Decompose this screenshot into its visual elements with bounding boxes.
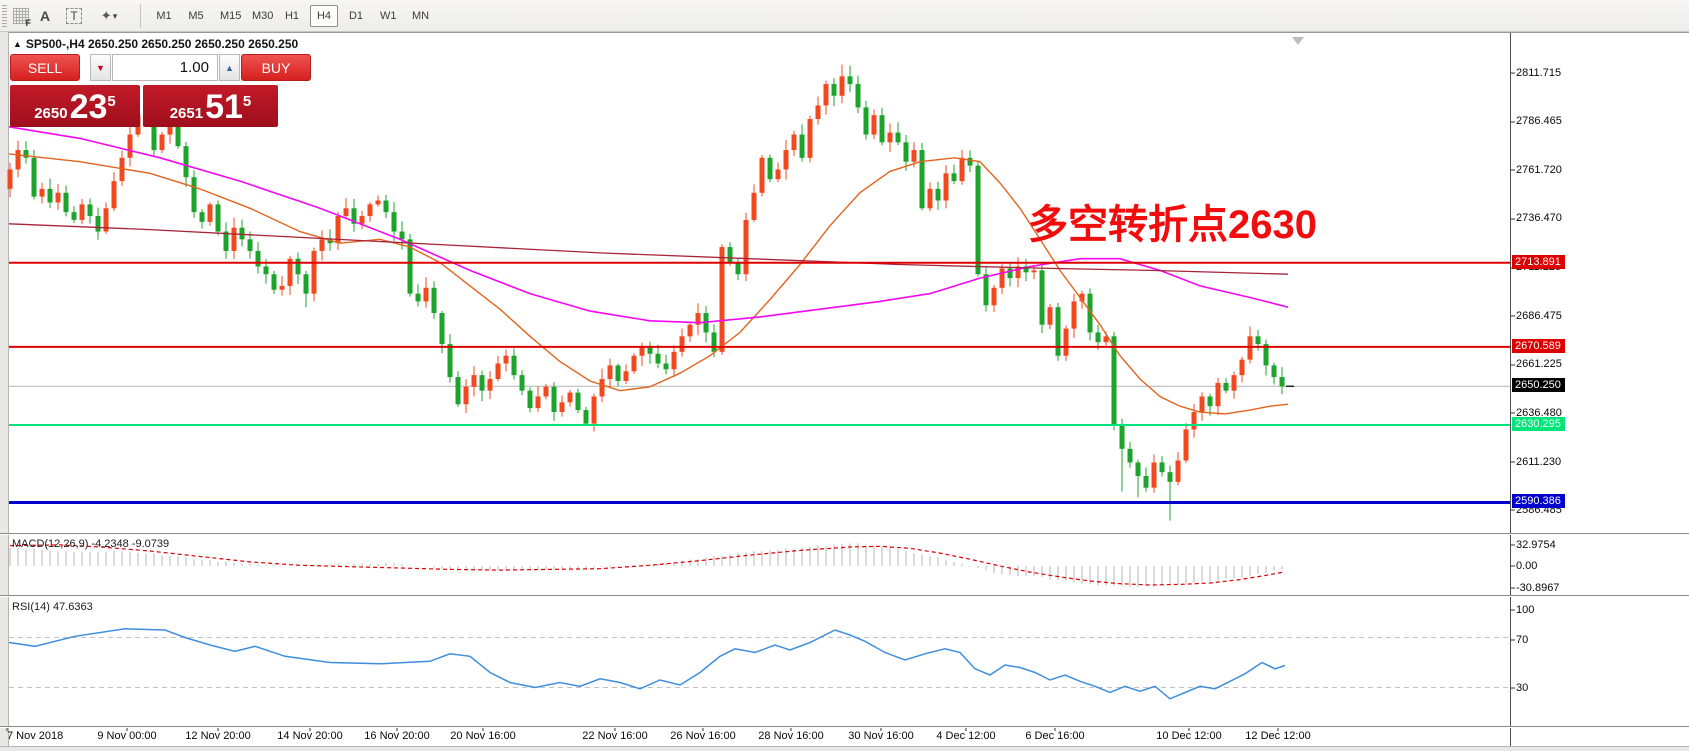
- rsi-indicator-label: RSI(14) 47.6363: [12, 601, 93, 613]
- window-left-border: [0, 32, 9, 751]
- toolbar: F A T ✦ ▾ M1 M5 M15 M30 H1 H4 D1 W1 MN: [0, 0, 1689, 32]
- buy-button[interactable]: BUY: [241, 54, 311, 81]
- chevron-down-icon: ▾: [112, 10, 118, 21]
- buy-price-display[interactable]: 2651 51 5: [143, 85, 278, 127]
- current-price-badge: 2650.250: [1512, 378, 1565, 393]
- volume-increase-button[interactable]: ▲: [219, 54, 240, 81]
- time-axis-label[interactable]: 26 Nov 16:00: [670, 730, 736, 742]
- text-label-icon[interactable]: T: [62, 4, 86, 28]
- time-axis-label[interactable]: 12 Nov 20:00: [185, 730, 251, 742]
- chart-border-top: [9, 32, 1689, 33]
- price-axis-line: [1510, 33, 1511, 746]
- toolbar-separator: [140, 4, 141, 28]
- time-axis-label[interactable]: 9 Nov 00:00: [97, 730, 157, 742]
- macd-panel-separator[interactable]: [0, 533, 1689, 535]
- macd-axis-label: 32.9754: [1516, 538, 1556, 551]
- price-line-badge: 2590.386: [1512, 494, 1565, 509]
- price-tick-label: 2636.480: [1516, 406, 1562, 419]
- volume-input[interactable]: 1.00: [112, 54, 218, 81]
- time-axis-label[interactable]: 12 Dec 12:00: [1245, 730, 1311, 742]
- chart-text-annotation[interactable]: 多空转折点2630: [1028, 203, 1317, 247]
- buy-price-pips: 51: [205, 88, 243, 126]
- macd-indicator-label: MACD(12,26,9) -4.2348 -9.0739: [12, 538, 170, 550]
- time-axis-label[interactable]: 14 Nov 20:00: [277, 730, 343, 742]
- timeframe-button-m15[interactable]: M15: [220, 10, 242, 22]
- time-axis-label[interactable]: 30 Nov 16:00: [848, 730, 914, 742]
- timeframe-button-d1[interactable]: D1: [348, 10, 364, 22]
- sell-price-fraction: 5: [107, 93, 116, 110]
- window-bottom-border: [0, 746, 1689, 751]
- sell-button[interactable]: SELL: [10, 54, 80, 81]
- font-a-icon[interactable]: A: [39, 8, 51, 24]
- price-tick-label: 2811.715: [1516, 66, 1562, 79]
- price-line-badge: 2713.891: [1512, 254, 1565, 269]
- price-tick-label: 2686.475: [1516, 309, 1562, 322]
- timeframe-button-mn[interactable]: MN: [412, 10, 430, 22]
- rsi-axis-label: 100: [1516, 603, 1535, 616]
- timeframe-button-w1[interactable]: W1: [380, 10, 397, 22]
- chart-title-text: SP500-,H4 2650.250 2650.250 2650.250 265…: [25, 37, 299, 51]
- rsi-axis-label: 70: [1516, 633, 1529, 646]
- chart-shift-marker-icon[interactable]: [1292, 37, 1304, 45]
- objects-arrows-icon[interactable]: ✦ ▾: [94, 4, 124, 28]
- time-axis-label[interactable]: 7 Nov 2018: [7, 730, 64, 742]
- price-tick-label: 2661.225: [1516, 358, 1562, 371]
- rsi-axis-label: 30: [1516, 681, 1529, 694]
- toolbar-drag-handle[interactable]: [2, 5, 7, 27]
- sell-price-pips: 23: [69, 88, 108, 126]
- sell-price-base: 2650: [34, 105, 68, 122]
- collapse-triangle-icon[interactable]: ▲: [13, 39, 22, 49]
- macd-signal-line: [9, 544, 1284, 586]
- time-axis-label[interactable]: 4 Dec 12:00: [936, 730, 996, 742]
- macd-axis-label: 0.00: [1516, 559, 1538, 572]
- diamond-glyph: ✦: [100, 8, 112, 23]
- ma-fast-orange: [8, 153, 1289, 415]
- price-tick-label: 2611.230: [1516, 455, 1562, 468]
- timeframe-button-m30[interactable]: M30: [252, 10, 274, 22]
- price-line-badge: 2630.295: [1512, 417, 1565, 431]
- buy-price-base: 2651: [169, 105, 204, 122]
- indicator-grid-f-icon[interactable]: F: [10, 4, 32, 28]
- chart-title: ▲ SP500-,H4 2650.250 2650.250 2650.250 26…: [13, 37, 298, 51]
- price-line-badge: 2670.589: [1512, 338, 1565, 353]
- grid-f-glyph: F: [13, 8, 31, 28]
- text-box-glyph: T: [66, 8, 82, 24]
- timeframe-button-m5[interactable]: M5: [188, 10, 204, 22]
- time-axis-label[interactable]: 10 Dec 12:00: [1156, 730, 1222, 742]
- time-axis-label[interactable]: 6 Dec 16:00: [1025, 730, 1085, 742]
- price-tick-label: 2761.720: [1516, 163, 1562, 176]
- volume-decrease-button[interactable]: ▼: [90, 54, 111, 81]
- time-axis-label[interactable]: 20 Nov 16:00: [450, 730, 516, 742]
- macd-axis-label: -30.8967: [1516, 581, 1560, 594]
- time-axis-label[interactable]: 28 Nov 16:00: [758, 730, 824, 742]
- price-tick-label: 2736.470: [1516, 212, 1562, 225]
- time-axis-label[interactable]: 22 Nov 16:00: [582, 730, 648, 742]
- sell-price-display[interactable]: 2650 23 5: [10, 85, 140, 127]
- buy-price-fraction: 5: [242, 93, 252, 110]
- timeframe-button-h1[interactable]: H1: [284, 10, 300, 22]
- price-tick-label: 2786.465: [1516, 115, 1562, 128]
- ma-slow-darkred: [8, 223, 1289, 275]
- rsi-line: [8, 628, 1286, 700]
- timeframe-button-m1[interactable]: M1: [156, 10, 172, 22]
- time-axis-separator: [0, 726, 1689, 728]
- timeframe-button-h4[interactable]: H4: [310, 5, 338, 27]
- time-axis-label[interactable]: 16 Nov 20:00: [364, 730, 430, 742]
- rsi-panel-separator[interactable]: [0, 595, 1689, 597]
